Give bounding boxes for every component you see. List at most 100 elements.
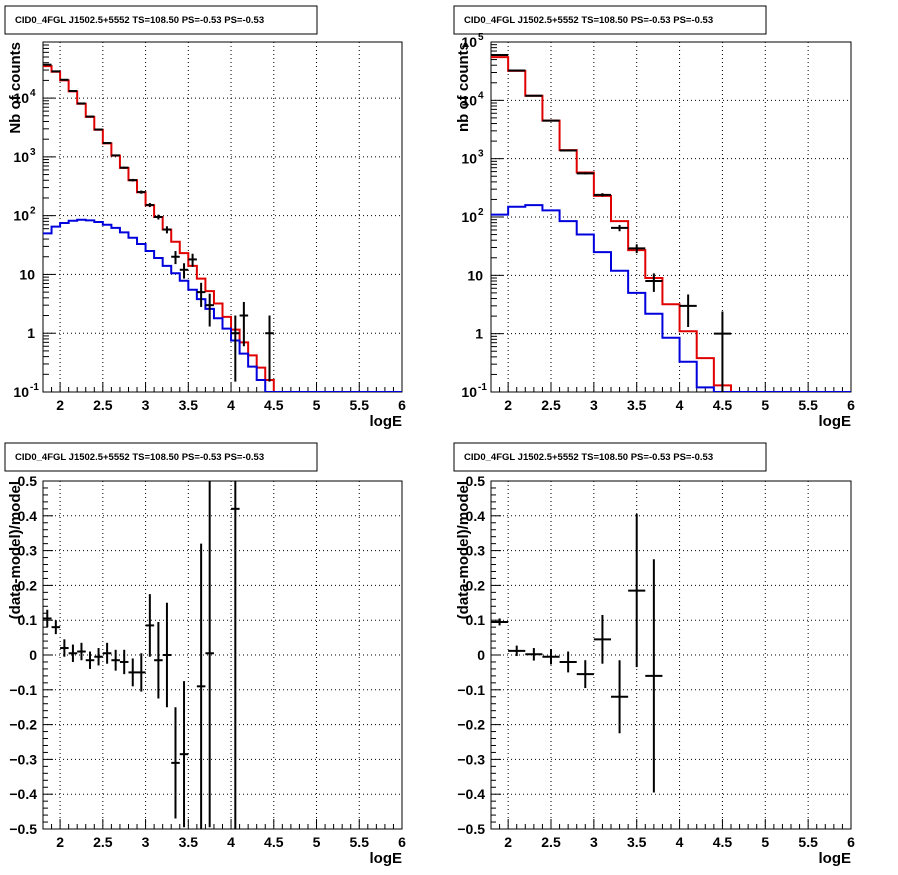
- data-point: [179, 263, 189, 279]
- plot-data: [491, 514, 663, 793]
- y-tick-label: 10: [461, 209, 477, 225]
- y-tick-exponent: 3: [478, 149, 484, 160]
- chart-title: CID0_4FGL J1502.5+5552 TS=108.50 PS=-0.5…: [15, 15, 264, 26]
- residual-point: [491, 618, 509, 626]
- residual-point: [179, 681, 189, 828]
- x-tick-label: 5: [313, 834, 321, 850]
- y-tick-label: −0.1: [457, 682, 485, 698]
- data-point: [559, 149, 577, 152]
- y-tick-exponent: 3: [30, 147, 36, 158]
- y-tick-label: −0.4: [457, 786, 485, 802]
- chart-title-box: [4, 5, 318, 35]
- chart-title-box: [453, 5, 767, 35]
- residual-point: [111, 649, 120, 671]
- plot-data: [491, 53, 851, 392]
- y-tick-label: 0.4: [466, 508, 486, 524]
- series-line-red: [491, 56, 851, 392]
- y-tick-label: −0.3: [9, 751, 37, 767]
- y-axis: −0.5 −0.4 −0.3 −0.2 −0.1 0 0.1 0.2 0.3 0.4 0.5(dat…: [455, 473, 851, 837]
- residual-point: [611, 660, 629, 734]
- residual-point: [231, 481, 240, 829]
- data-point: [137, 190, 146, 194]
- y-tick-label: 1: [27, 325, 35, 341]
- residual-point: [508, 645, 526, 657]
- data-point: [102, 142, 112, 145]
- y-tick-label: 0.2: [466, 577, 486, 593]
- y-tick-label: 0.5: [466, 473, 486, 489]
- x-tick-label: 6: [398, 834, 406, 850]
- residual-point: [196, 543, 206, 829]
- chart-title-box: [453, 442, 767, 472]
- series-line-blue: [43, 218, 402, 392]
- x-tick-label: 5.5: [350, 397, 370, 413]
- y-tick-label: 0: [29, 647, 37, 663]
- y-tick-label: 0.2: [18, 577, 38, 593]
- data-point: [128, 178, 138, 182]
- x-tick-label: 4.5: [264, 834, 284, 850]
- y-axis-label: (data-model)/model: [7, 481, 24, 619]
- y-tick-label: 0.3: [18, 543, 38, 559]
- residual-point: [128, 658, 138, 687]
- data-point: [713, 311, 731, 392]
- y-tick-label: 10: [467, 267, 483, 283]
- y-tick-label: −0.2: [457, 717, 485, 733]
- residual-point: [119, 649, 129, 675]
- y-axis-label: Nb of counts: [7, 42, 24, 134]
- data-point: [68, 90, 78, 93]
- data-point: [196, 282, 206, 307]
- chart-title: CID0_4FGL J1502.5+5552 TS=108.50 PS=-0.5…: [15, 452, 264, 463]
- y-tick-exponent: 4: [30, 88, 36, 99]
- x-tick-label: 2.5: [541, 834, 561, 850]
- residual-point: [85, 651, 95, 669]
- chart-panel-2: CID0_4FGL J1502.5+5552 TS=108.50 PS=-0.5…: [453, 5, 855, 430]
- residual-point: [559, 651, 577, 673]
- y-tick-label: 10: [19, 266, 35, 282]
- y-tick-label: 10: [461, 34, 477, 50]
- residual-point: [628, 514, 646, 668]
- y-tick-label: 10: [461, 92, 477, 108]
- residual-point: [154, 621, 163, 699]
- data-point: [611, 224, 629, 232]
- x-tick-label: 2.5: [93, 834, 113, 850]
- x-tick-label: 6: [847, 397, 855, 413]
- y-tick-label: 0.1: [18, 612, 38, 628]
- residual-point: [205, 481, 214, 828]
- y-tick-label: 10: [461, 151, 477, 167]
- x-axis-label: logE: [819, 850, 852, 867]
- y-axis-label: (data-model)/model: [455, 481, 472, 619]
- chart-panel-1: CID0_4FGL J1502.5+5552 TS=108.50 PS=-0.5…: [4, 5, 406, 430]
- x-tick-label: 3: [590, 397, 598, 413]
- series-line-blue: [491, 204, 851, 392]
- y-tick-label: 10: [13, 149, 29, 165]
- plot-area: [42, 41, 403, 393]
- y-tick-label: −0.1: [9, 682, 37, 698]
- residual-point: [68, 644, 78, 662]
- y-tick-label: −0.3: [457, 751, 485, 767]
- x-tick-label: 4.5: [264, 397, 284, 413]
- y-axis-label: nb of counts: [455, 42, 472, 132]
- chart-panel-3: CID0_4FGL J1502.5+5552 TS=108.50 PS=-0.5…: [4, 442, 406, 867]
- y-tick-label: −0.5: [457, 821, 485, 837]
- x-tick-label: 5.5: [798, 397, 818, 413]
- x-axis-label: logE: [370, 850, 403, 867]
- y-tick-label: 10: [461, 384, 477, 400]
- x-tick-label: 2: [504, 834, 512, 850]
- data-point: [145, 203, 155, 208]
- plot-area: [42, 480, 403, 830]
- x-tick-label: 4: [227, 834, 235, 850]
- data-point: [576, 172, 594, 175]
- y-tick-label: −0.5: [9, 821, 37, 837]
- data-point: [542, 119, 560, 122]
- y-tick-label: −0.2: [9, 717, 37, 733]
- y-axis: −0.5 −0.4 −0.3 −0.2 −0.1 0 0.1 0.2 0.3 0.4 0.5(dat…: [7, 473, 402, 837]
- x-tick-label: 4.5: [713, 397, 733, 413]
- y-tick-label: 0: [477, 647, 485, 663]
- x-tick-label: 5.5: [798, 834, 818, 850]
- data-point: [85, 115, 95, 118]
- data-point: [111, 154, 120, 157]
